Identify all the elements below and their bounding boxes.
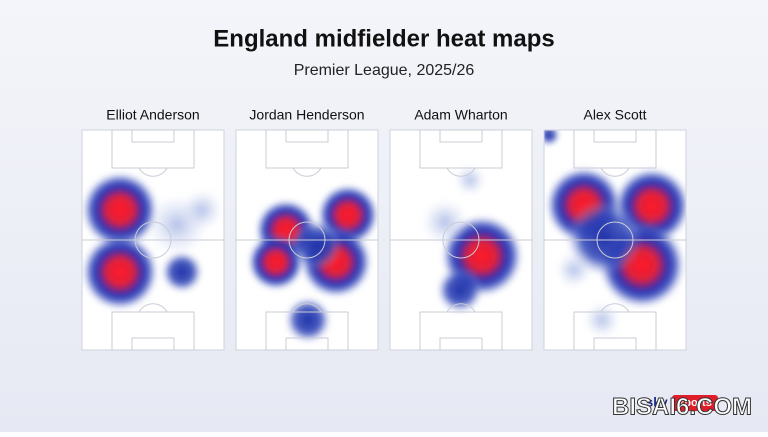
heat-blob [455, 165, 485, 195]
pitch-lines [543, 129, 687, 351]
brand-sky: sky [646, 394, 668, 409]
panel: Adam Wharton [389, 107, 533, 351]
six-yard-box [131, 129, 175, 143]
six-yard-box [439, 129, 483, 143]
player-name: Alex Scott [583, 107, 646, 123]
heat-blob [82, 234, 158, 310]
six-yard-box [593, 337, 637, 351]
penalty-arc [138, 167, 168, 177]
player-name: Adam Wharton [414, 107, 507, 123]
penalty-arc [446, 167, 476, 177]
six-yard-box [439, 337, 483, 351]
pitch-lines [235, 129, 379, 351]
centre-circle [134, 221, 172, 259]
heat-map [544, 130, 686, 338]
heat-map [422, 165, 522, 313]
heat-blob [437, 267, 483, 313]
pitch-lines [81, 129, 225, 351]
panel: Alex Scott [543, 107, 687, 351]
player-name: Elliot Anderson [106, 107, 199, 123]
subtitle: Premier League, 2025/26 [294, 62, 475, 79]
centre-circle [596, 221, 634, 259]
watermark: BISAI6.COM [612, 393, 752, 420]
brand-badge [672, 395, 718, 411]
heat-blob [422, 199, 468, 245]
heat-blob [291, 220, 341, 270]
six-yard-box [131, 337, 175, 351]
centre-circle [442, 221, 480, 259]
penalty-arc [292, 167, 322, 177]
six-yard-box [285, 337, 329, 351]
penalty-arc [138, 303, 168, 313]
brand-sports: sports [678, 397, 712, 409]
heat-blob [544, 130, 559, 145]
centre-circle [288, 221, 326, 259]
pitch-lines [389, 129, 533, 351]
penalty-arc [446, 303, 476, 313]
six-yard-box [285, 129, 329, 143]
heat-blob [182, 190, 222, 230]
title: England midfielder heat maps [213, 25, 554, 52]
penalty-arc [600, 303, 630, 313]
penalty-arc [292, 303, 322, 313]
player-name: Jordan Henderson [249, 107, 364, 123]
penalty-arc [600, 167, 630, 177]
heat-blob [584, 302, 620, 338]
six-yard-box [593, 129, 637, 143]
heat-blob [556, 252, 592, 288]
brand-logo: sky sports [646, 394, 718, 411]
heat-blob [248, 234, 304, 290]
heat-blob [162, 252, 202, 292]
panel: Elliot Anderson [81, 107, 225, 351]
panel: Jordan Henderson [235, 107, 379, 351]
